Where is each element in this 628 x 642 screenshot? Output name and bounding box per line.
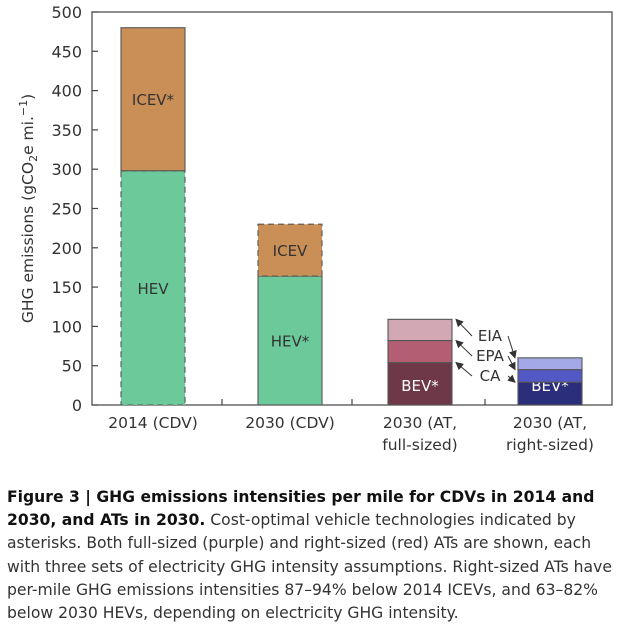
annotation-arrow bbox=[455, 339, 473, 357]
annotation-label: EPA bbox=[476, 347, 505, 365]
y-tick-label: 450 bbox=[51, 42, 82, 61]
annotation-arrow bbox=[507, 335, 517, 359]
annotation-arrow bbox=[507, 355, 516, 371]
x-tick-label: 2014 (CDV) bbox=[108, 414, 198, 432]
stacked-bar-chart: 0 50 100 150 200 250 300 350 400 450 500 GHG emissi… bbox=[17, 3, 613, 454]
bar-segment-label: ICEV bbox=[273, 242, 308, 260]
y-tick-label: 100 bbox=[51, 317, 82, 336]
y-tick-label: 500 bbox=[51, 3, 82, 22]
bar-segment-label: HEV bbox=[137, 280, 169, 298]
annotation-arrow bbox=[455, 361, 473, 377]
x-tick-label: 2030 (CDV) bbox=[245, 414, 335, 432]
annotation-arrow bbox=[455, 318, 473, 337]
figure-caption: Figure 3 | GHG emissions intensities per… bbox=[7, 486, 622, 625]
x-tick-label: 2030 (AT, bbox=[513, 414, 587, 432]
annotation-label: CA bbox=[480, 367, 501, 385]
y-tick-label: 0 bbox=[72, 396, 82, 415]
bar-segment bbox=[388, 319, 452, 341]
caption-title: Figure 3 | GHG emissions intensities per… bbox=[7, 488, 595, 530]
bar-segment-outline bbox=[120, 27, 186, 172]
y-tick-label: 250 bbox=[51, 200, 82, 219]
y-tick-label: 350 bbox=[51, 121, 82, 140]
annotation-label: EIA bbox=[478, 327, 503, 345]
bar-segment bbox=[258, 276, 322, 405]
bar-segment-outline bbox=[517, 357, 583, 371]
bar-segment bbox=[518, 369, 582, 383]
bar-segment-outline bbox=[387, 318, 453, 342]
bar-segment-label: ICEV* bbox=[132, 91, 175, 109]
bar-segment bbox=[121, 27, 185, 171]
bar-segment-label: HEV* bbox=[271, 333, 310, 351]
annotation-arrow bbox=[507, 374, 516, 383]
bar-segment bbox=[121, 170, 185, 405]
bar-segment bbox=[518, 382, 582, 405]
y-tick-label: 150 bbox=[51, 278, 82, 297]
y-tick-label: 200 bbox=[51, 239, 82, 258]
x-tick-label: 2030 (AT, bbox=[383, 414, 457, 432]
y-tick-label: 400 bbox=[51, 82, 82, 101]
y-axis-label: GHG emissions (gCO2e mi.−1) bbox=[17, 94, 40, 323]
bar-segment bbox=[388, 340, 452, 363]
x-tick-label: right-sized) bbox=[506, 436, 594, 454]
bar-segment-outline bbox=[257, 223, 323, 277]
bar-segment-label: BEV* bbox=[401, 377, 439, 395]
bar-segment bbox=[518, 357, 582, 370]
y-tick-label: 50 bbox=[62, 357, 82, 376]
y-tick-label: 300 bbox=[51, 160, 82, 179]
bar-segment bbox=[388, 362, 452, 405]
bar-segment bbox=[258, 224, 322, 277]
caption-body: Cost-optimal vehicle technologies indica… bbox=[7, 511, 612, 623]
x-tick-label: full-sized) bbox=[382, 436, 457, 454]
